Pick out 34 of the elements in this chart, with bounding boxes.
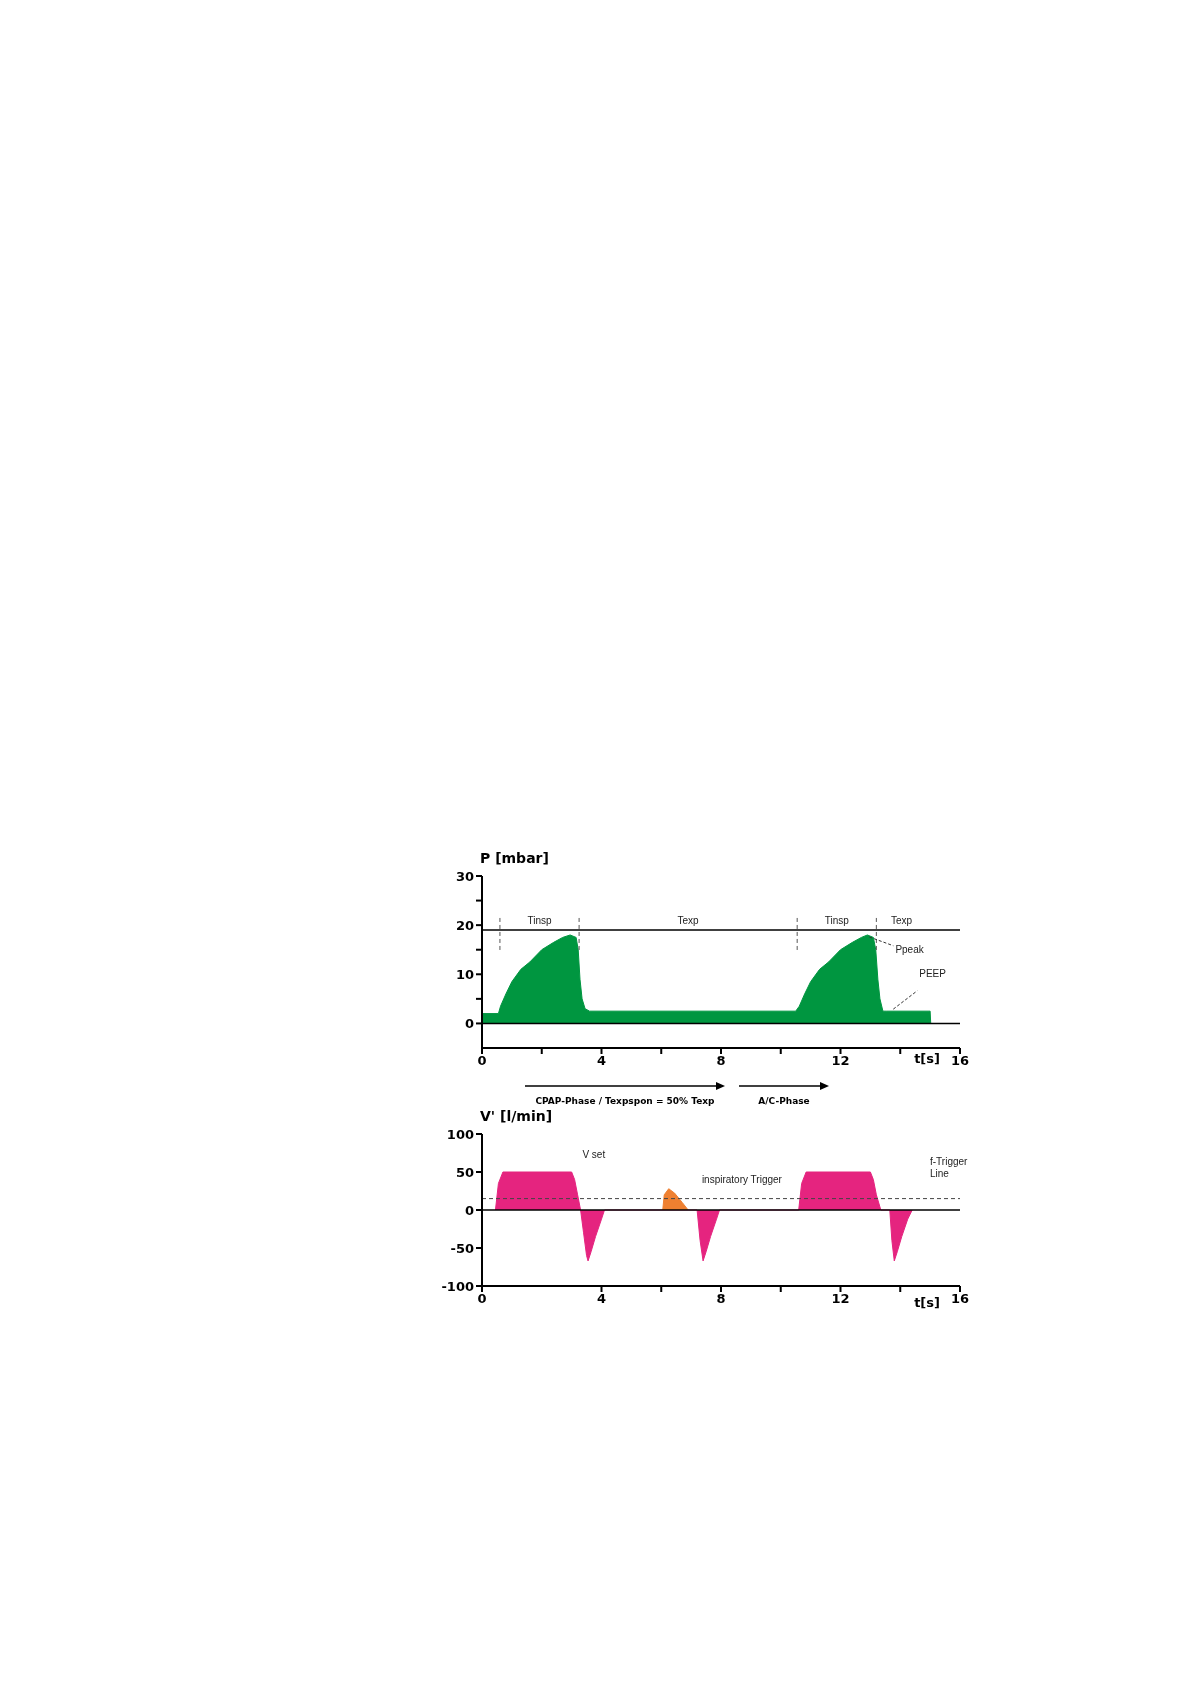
- x-tick-label: 8: [716, 1053, 726, 1069]
- text: CPAP-Phase / Texpspon = 50% Texp: [535, 1096, 715, 1106]
- y-tick-label: 50: [455, 1164, 474, 1180]
- annotation: Ppeak: [895, 943, 925, 955]
- annotation: Tinsp: [527, 915, 552, 927]
- y-tick-label: 0: [464, 1202, 474, 1218]
- y-tick-label: 10: [455, 966, 474, 982]
- ref-line-label: f-Trigger Line: [930, 1155, 969, 1179]
- x-axis-title: t[s]: [914, 1051, 940, 1066]
- annotation: Texp: [677, 915, 700, 927]
- y-tick-label: -50: [450, 1240, 474, 1256]
- x-tick-label: 0: [477, 1053, 487, 1069]
- x-tick-label: 4: [596, 1291, 607, 1307]
- y-axis-title: P [mbar]: [480, 850, 549, 866]
- x-tick-label: 12: [831, 1291, 850, 1307]
- y-axis-title: V' [l/min]: [480, 1108, 553, 1124]
- x-axis-title: t[s]: [914, 1295, 940, 1310]
- annotation: Texp: [890, 915, 913, 927]
- annotation: PEEP: [919, 968, 947, 980]
- x-tick-label: 0: [477, 1291, 487, 1307]
- y-tick-label: 0: [464, 1016, 474, 1032]
- x-tick-label: 12: [831, 1053, 850, 1069]
- x-tick-label: 16: [950, 1053, 970, 1069]
- x-tick-label: 16: [950, 1291, 970, 1307]
- y-tick-label: 30: [455, 868, 474, 884]
- x-tick-label: 4: [596, 1053, 607, 1069]
- x-tick-label: 8: [716, 1291, 726, 1307]
- text: A/C-Phase: [758, 1096, 810, 1106]
- y-tick-label: 20: [455, 917, 474, 933]
- annotation: V set: [582, 1149, 606, 1161]
- y-tick-label: -100: [441, 1278, 474, 1294]
- y-tick-label: 100: [446, 1126, 474, 1142]
- annotation: Tinsp: [824, 915, 850, 927]
- annotation: inspiratory Trigger: [701, 1173, 782, 1185]
